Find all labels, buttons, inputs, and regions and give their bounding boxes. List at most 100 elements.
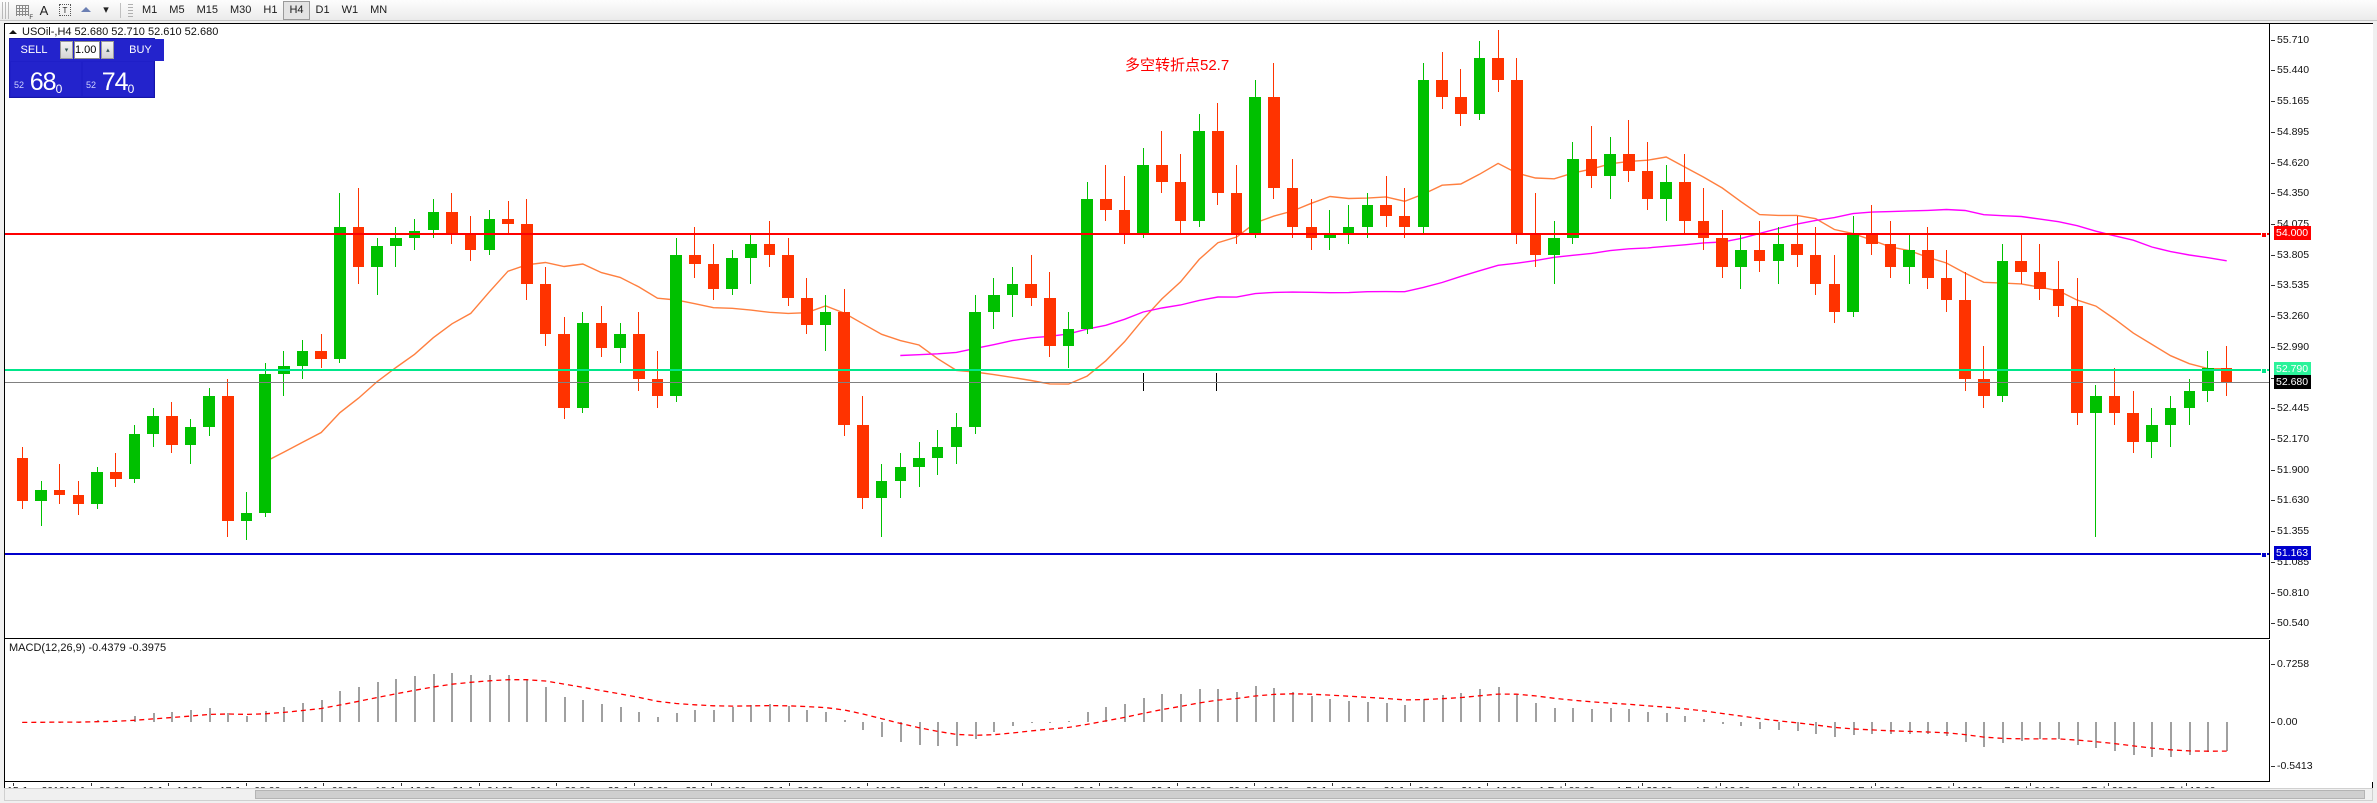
letter-a-glyph: A [39,2,49,18]
level-line[interactable] [5,368,2269,375]
macd-histogram-bar [1255,686,1257,723]
timeframe-m1[interactable]: M1 [142,4,158,16]
candle-wick [1161,131,1162,194]
candle-body [1230,193,1243,233]
candle-wick [1348,204,1349,245]
text-label-icon[interactable]: A [34,1,54,20]
templates-icon[interactable] [76,1,96,20]
horizontal-scrollbar[interactable] [4,788,2373,801]
macd-histogram-bar [2133,722,2135,756]
price-level-label[interactable]: 51.163 [2274,545,2312,560]
macd-histogram-bar [975,722,977,739]
candle-body [913,458,925,468]
level-line[interactable] [5,231,2269,238]
macd-histogram-bar [1591,708,1593,723]
price-level-label[interactable]: 52.790 [2274,362,2312,377]
candle-body [857,424,869,498]
volume-stepper[interactable]: ▾ 1.00 ▴ [58,39,117,61]
one-click-trading-panel[interactable]: SELL ▾ 1.00 ▴ BUY 52 68 0 52 74 0 [9,38,165,98]
macd-pane[interactable]: MACD(12,26,9) -0.4379 -0.3975 [5,640,2270,782]
macd-histogram-bar [1797,722,1799,731]
macd-histogram-bar [732,707,734,723]
macd-histogram-bar [1498,687,1500,723]
candle-body [1604,153,1616,177]
macd-histogram-bar [1311,695,1313,723]
candle-body [1137,165,1149,233]
candle-body [128,433,141,479]
volume-decrease-button[interactable]: ▾ [60,41,73,59]
ask-price-value: 74 [101,68,129,96]
level-line-handle[interactable] [2261,368,2267,375]
diamond-glyph [81,2,91,12]
macd-histogram-bar [1329,698,1331,723]
candle-body [390,238,402,247]
candle-body [1679,181,1691,222]
macd-histogram-bar [1180,693,1182,723]
timeframe-group-grip[interactable] [128,3,133,17]
timeframe-mn[interactable]: MN [370,4,388,16]
timeframe-d1[interactable]: D1 [315,4,330,16]
timeframe-m15[interactable]: M15 [196,4,218,16]
chart-area[interactable]: USOil-,H4 52.680 52.710 52.610 52.680 SE… [4,23,2373,799]
sell-button[interactable]: SELL [10,39,58,61]
macd-histogram-bar [2170,722,2172,757]
macd-histogram-bar [1460,693,1462,723]
candle-body [53,490,66,495]
ask-price-box[interactable]: 52 74 0 [83,62,153,96]
level-line-handle[interactable] [2261,551,2267,558]
macd-histogram-bar [1124,703,1126,723]
collapse-triangle-icon[interactable] [9,26,17,34]
price-axis[interactable]: 55.710 55.440 55.165 54.895 54.620 54.350 54.0… [2270,24,2373,782]
candle-body [1529,232,1542,256]
macd-histogram-bar [1217,689,1219,723]
candle-body [2108,396,2121,414]
text-box-icon[interactable]: T [54,1,76,20]
candle-body [1174,181,1187,222]
time-tick-mark [1642,783,1644,786]
candle-body [1193,131,1205,222]
macd-histogram-bar [1927,722,1929,735]
time-tick-mark [944,783,946,786]
macd-histogram-bar [769,704,771,723]
level-line[interactable] [5,551,2269,558]
level-line[interactable] [5,381,2269,383]
macd-histogram-bar [302,702,304,723]
candle-wick [1797,215,1798,267]
candle-body [576,323,589,408]
timeframe-w1[interactable]: W1 [341,4,359,16]
grid-toggle-icon[interactable] [11,1,34,21]
macd-histogram-bar [1778,722,1780,730]
buy-button[interactable]: BUY [116,39,165,61]
candle-body [203,396,215,427]
macd-histogram-bar [2189,722,2191,756]
level-line-handle[interactable] [2261,231,2267,238]
price-level-label[interactable]: 52.680 [2274,374,2312,389]
price-tick-label: 53.805 [2270,248,2310,261]
candle-wick [694,227,695,278]
macd-histogram-bar [694,709,696,723]
macd-histogram-bar [2002,722,2004,744]
time-tick-mark [866,783,868,786]
timeframe-h4[interactable]: H4 [283,0,310,20]
macd-histogram-bar [1871,722,1873,734]
volume-input[interactable]: 1.00 [74,41,101,59]
candle-body [2015,260,2027,273]
candle-body [1921,249,1934,278]
price-pane[interactable] [5,24,2270,639]
price-level-label[interactable]: 54.000 [2274,225,2312,240]
candle-wick [59,464,60,504]
chart-annotation-text[interactable]: 多空转折点52.7 [1125,57,1230,74]
macd-histogram-bar [2095,722,2097,749]
candle-body [651,379,664,397]
timeframe-m5[interactable]: M5 [169,4,185,16]
candle-body [1025,283,1037,299]
scrollbar-thumb[interactable] [255,790,2365,799]
timeframe-m30[interactable]: M30 [229,4,252,16]
timeframe-h1[interactable]: H1 [263,4,278,16]
macd-histogram-bar [2077,722,2079,745]
macd-signal-line [22,679,2227,752]
bid-price-box[interactable]: 52 68 0 [11,62,81,96]
templates-dropdown-icon[interactable]: ▾ [96,1,116,20]
toolbar-grip[interactable] [2,1,9,19]
volume-increase-button[interactable]: ▴ [101,41,115,59]
